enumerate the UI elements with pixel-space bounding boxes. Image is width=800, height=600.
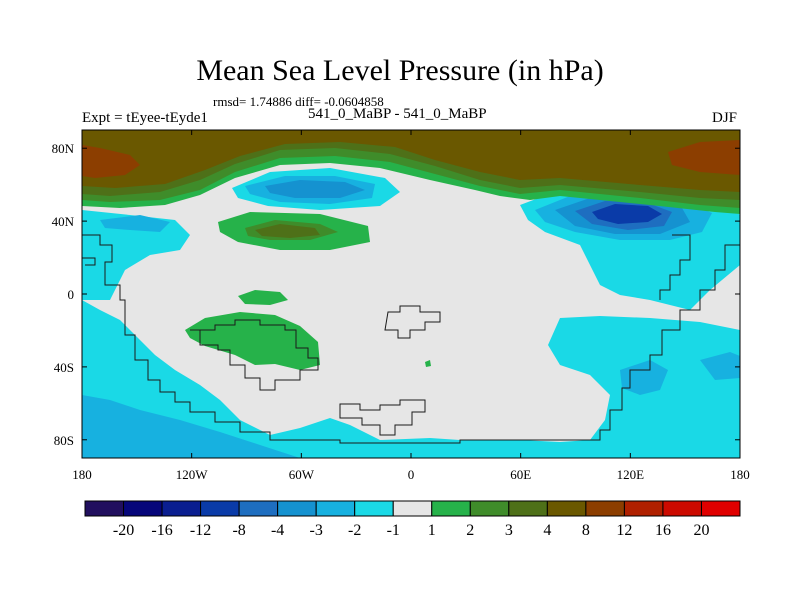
colorbar-swatch [277,500,317,517]
colorbar-label: 1 [428,522,436,539]
colorbar-swatch [238,500,279,517]
colorbar-label: 8 [582,522,590,539]
x-tick-label: 120W [176,467,209,482]
field-arctic-6 [668,140,740,175]
colorbar-label: 4 [543,522,551,539]
colorbar-swatch [431,500,471,517]
colorbar-label: -3 [310,522,323,539]
colorbar-swatch [508,500,548,517]
field-arctic-4 [82,130,740,192]
colorbar-swatch [123,500,163,517]
colorbar-label: 12 [616,522,632,539]
colorbar-swatch [469,500,510,517]
field-east-low-5 [592,204,662,224]
field-southern-low-2 [82,395,300,458]
colorbar-swatch [84,500,125,517]
x-tick-label: 120E [617,467,645,482]
colorbar-label: 2 [466,522,474,539]
field-north-low-3 [265,180,365,198]
map-field [82,130,740,458]
y-tick-label: 80N [52,141,75,156]
x-tick-label: 60W [289,467,315,482]
season-label: DJF [712,110,738,126]
stats-line: rmsd= 1.74886 diff= -0.0604858 [213,94,384,109]
x-tick-label: 60E [510,467,531,482]
field-tropic-high-2 [185,312,320,370]
colorbar-swatch [354,500,394,517]
colorbar-label: -12 [190,522,211,539]
coastline [82,234,740,444]
field-mid-high-3 [255,224,320,238]
colorbar-swatch [392,500,433,517]
colorbar-swatch [546,500,587,517]
x-axis: 180 120W 60W 0 60E 120E 180 [72,130,750,482]
colorbar-label: 16 [655,522,671,539]
chart-title: Mean Sea Level Pressure (in hPa) [196,54,604,87]
colorbar-label: 3 [505,522,513,539]
x-tick-label: 0 [408,467,415,482]
field-tropic-high-3 [425,360,431,367]
x-tick-label: 180 [730,467,750,482]
colorbar-swatch [700,500,741,517]
colorbar-label: 20 [693,522,709,539]
colorbar-label: -1 [387,522,400,539]
y-tick-label: 40S [54,360,74,375]
experiment-label: Expt = tEyee-tEyde1 [82,110,208,126]
subtitle: 541_0_MaBP - 541_0_MaBP [308,106,487,122]
y-tick-label: 40N [52,214,75,229]
colorbar-label: -8 [232,522,245,539]
colorbar: -20 -16 -12 -8 -4 -3 -2 -1 1 2 3 4 8 12 16 20 [84,500,741,539]
field-southern-low-3 [620,360,668,395]
field-tropic-high-1 [238,290,288,305]
field-west-low [82,210,190,300]
colorbar-swatch [623,500,664,517]
colorbar-swatch [200,500,240,517]
y-axis: 80N 40N 0 40S 80S [52,141,740,448]
colorbar-swatch [315,500,356,517]
colorbar-label: -16 [151,522,172,539]
colorbar-swatch [662,500,702,517]
y-tick-label: 80S [54,433,74,448]
y-tick-label: 0 [68,287,75,302]
field-southern-low-4 [700,352,740,380]
colorbar-label: -4 [271,522,284,539]
colorbar-label: -20 [113,522,134,539]
x-tick-label: 180 [72,467,92,482]
field-southern-low [82,300,740,458]
field-arctic-5 [82,145,140,178]
colorbar-label: -2 [348,522,361,539]
field-west-low-2 [100,215,170,232]
colorbar-swatch [585,500,625,517]
colorbar-swatch [161,500,202,517]
